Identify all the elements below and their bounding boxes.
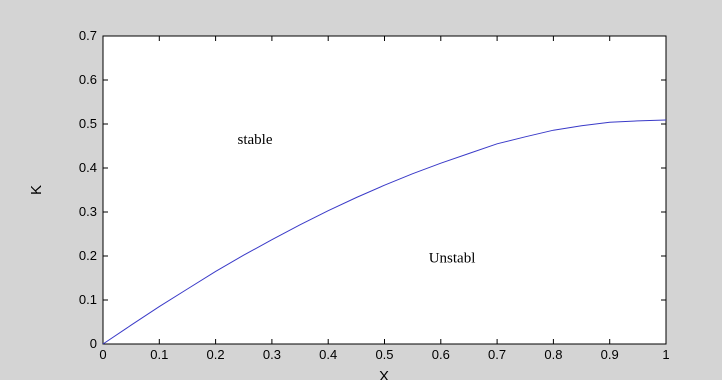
x-tick-label: 0.9 <box>601 347 619 362</box>
y-tick-label: 0.7 <box>79 28 97 43</box>
x-tick-label: 0.4 <box>319 347 337 362</box>
y-tick-label: 0.5 <box>79 116 97 131</box>
x-tick-label: 0 <box>99 347 106 362</box>
annotation-layer: stable Unstabl <box>238 132 476 267</box>
x-tick-label: 0.6 <box>432 347 450 362</box>
y-tick-label: 0.2 <box>79 248 97 263</box>
y-tick-label: 0.6 <box>79 72 97 87</box>
x-tick-label: 0.2 <box>207 347 225 362</box>
series-line <box>102 119 667 345</box>
x-tick-label: 0.5 <box>375 347 393 362</box>
plot-area <box>102 35 667 345</box>
y-tick-label: 0.1 <box>79 292 97 307</box>
x-tick-label: 0.8 <box>544 347 562 362</box>
x-tick-label: 1 <box>662 347 669 362</box>
y-axis-label: K <box>28 185 45 195</box>
x-tick-label: 0.3 <box>263 347 281 362</box>
x-tick-label: 0.7 <box>488 347 506 362</box>
series-layer <box>102 119 667 345</box>
axis-ticks <box>102 35 667 345</box>
y-tick-label: 0.3 <box>79 204 97 219</box>
region-annotation: stable <box>238 132 273 148</box>
y-tick-label: 0 <box>90 336 97 351</box>
x-axis-label: X <box>379 368 389 380</box>
y-tick-label: 0.4 <box>79 160 97 175</box>
x-tick-label: 0.1 <box>150 347 168 362</box>
tick-labels: 0 0.1 0.2 0.3 0.4 0.5 0.6 0.7 0.8 0.9 1 0 0.1 0.2 0.3 0… <box>79 28 670 362</box>
region-annotation: Unstabl <box>429 251 476 267</box>
